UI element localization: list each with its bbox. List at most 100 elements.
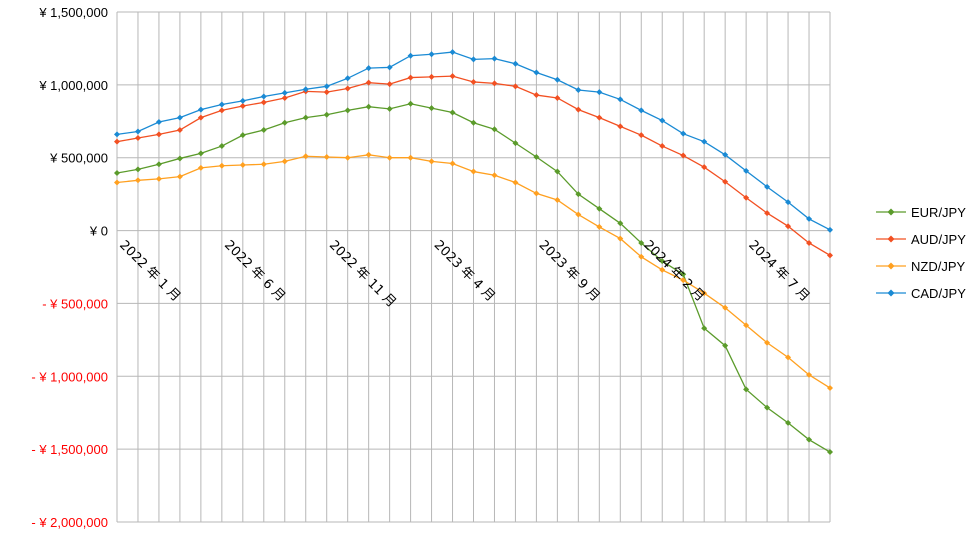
data-point [449, 49, 456, 56]
y-tick-label: - ¥ 1,000,000 [31, 369, 108, 384]
series-aud-jpy [114, 73, 833, 259]
series-eur-jpy [114, 100, 833, 456]
data-point [281, 119, 288, 126]
data-point [239, 102, 246, 109]
data-point [428, 73, 435, 80]
data-point [323, 153, 330, 160]
data-point [701, 325, 708, 332]
data-point [134, 135, 141, 142]
data-point [260, 93, 267, 100]
data-point [197, 150, 204, 157]
legend-item: CAD/JPY [876, 286, 966, 301]
data-point [617, 123, 624, 130]
data-point [659, 143, 666, 150]
data-point [155, 131, 162, 138]
data-point [764, 339, 771, 346]
data-point [806, 436, 813, 443]
y-tick-label: ¥ 1,500,000 [38, 5, 108, 20]
x-tick-label: 2022 年 11 月 [326, 238, 399, 311]
legend-item: EUR/JPY [876, 205, 966, 220]
data-point [680, 152, 687, 159]
data-point [512, 179, 519, 186]
data-point [638, 253, 645, 260]
data-point [512, 60, 519, 67]
data-point [407, 100, 414, 107]
data-point [827, 252, 833, 259]
legend-marker [887, 289, 895, 297]
data-point [785, 223, 792, 230]
data-point [176, 173, 183, 180]
data-point [176, 155, 183, 162]
data-point [764, 183, 771, 190]
data-point [449, 160, 456, 167]
legend-label: CAD/JPY [911, 286, 966, 301]
data-point [239, 162, 246, 168]
data-point [281, 158, 288, 165]
data-point [701, 164, 708, 171]
data-point [470, 168, 477, 175]
data-point [512, 83, 519, 90]
data-point [323, 89, 330, 96]
data-point [134, 166, 141, 173]
x-tick-label: 2024 年 2 月 [640, 238, 707, 305]
data-point [554, 196, 561, 203]
data-point [323, 83, 330, 90]
legend-label: AUD/JPY [911, 232, 966, 247]
data-point [827, 226, 833, 233]
data-point [239, 97, 246, 104]
data-point [512, 140, 519, 147]
data-point [617, 220, 624, 227]
data-point [659, 266, 666, 273]
data-point [155, 119, 162, 126]
data-point [491, 172, 498, 179]
data-point [596, 114, 603, 121]
data-point [827, 384, 833, 391]
data-point [428, 158, 435, 165]
data-point [764, 404, 771, 411]
data-point [827, 449, 833, 456]
legend-marker [887, 235, 895, 243]
data-point [218, 101, 225, 108]
data-point [386, 81, 393, 88]
data-point [134, 128, 141, 135]
data-point [617, 235, 624, 242]
data-point [114, 179, 120, 186]
data-point [302, 86, 309, 93]
x-tick-label: 2023 年 9 月 [536, 238, 603, 305]
x-tick-label: 2023 年 4 月 [431, 238, 498, 305]
data-point [722, 342, 729, 349]
data-point [554, 94, 561, 101]
data-point [365, 151, 372, 158]
y-axis-tick-labels: ¥ 1,500,000 ¥ 1,000,000 ¥ 500,000 ¥ 0 - ¥ 50… [31, 5, 108, 530]
data-point [575, 86, 582, 93]
data-point [407, 52, 414, 59]
data-point [134, 177, 141, 184]
data-point [114, 170, 120, 177]
data-point [344, 154, 351, 161]
data-point [344, 75, 351, 82]
data-point [239, 132, 246, 139]
data-point [596, 89, 603, 96]
data-point [575, 191, 582, 198]
data-point [114, 138, 120, 145]
data-point [155, 175, 162, 182]
grid-lines [116, 11, 831, 523]
series-cad-jpy [114, 49, 833, 233]
data-point [680, 271, 687, 278]
data-point [302, 114, 309, 121]
data-point [176, 114, 183, 121]
data-point [701, 290, 708, 297]
data-point [722, 178, 729, 185]
data-point [386, 154, 393, 161]
data-point [533, 190, 540, 197]
data-point [491, 55, 498, 62]
x-axis-tick-labels: 2022 年 1 月 2022 年 6 月 2022 年 11 月 2023 年 4 … [116, 238, 812, 311]
data-point [806, 371, 813, 378]
data-point [197, 114, 204, 121]
data-point [575, 211, 582, 218]
data-point [722, 151, 729, 158]
data-point [785, 419, 792, 426]
y-tick-label: - ¥ 1,500,000 [31, 442, 108, 457]
legend-item: AUD/JPY [876, 232, 966, 247]
